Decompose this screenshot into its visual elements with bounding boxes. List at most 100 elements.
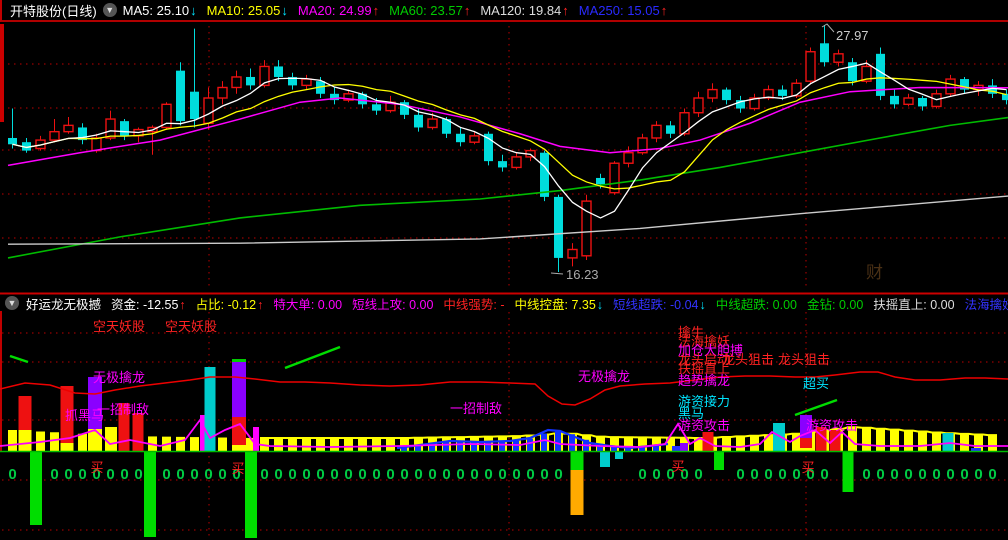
candle (190, 91, 199, 120)
zero-digit: 0 (932, 466, 940, 483)
zero-digit: 0 (988, 466, 996, 483)
indicator-bar (60, 386, 74, 443)
zero-digit: 0 (260, 466, 268, 483)
zero-digit: 0 (344, 466, 352, 483)
indicator-bar (30, 452, 42, 525)
indicator-item: 短线超跌: -0.04 ↓ (613, 297, 706, 312)
signal-label: 龙头启动 (678, 352, 730, 367)
magenta-signal-line (0, 418, 1008, 448)
candle (511, 156, 522, 169)
indicator-bar (118, 403, 130, 451)
signal-label: 龙头狙击 (778, 352, 830, 367)
candle (161, 103, 172, 129)
candle (231, 76, 242, 89)
buy-signal-marks: 买买买买 (90, 459, 814, 476)
zero-digit: 0 (64, 466, 72, 483)
indicator-bar (105, 427, 117, 451)
zero-digit: 0 (106, 466, 114, 483)
chevron-down-icon[interactable]: ▼ (102, 3, 117, 17)
candlestick-layer (8, 25, 1008, 272)
indicator-item: MA5: 25.10 ↓ (122, 2, 197, 18)
candle (707, 88, 718, 99)
zero-digit: 0 (806, 466, 814, 483)
zero-digit: 0 (540, 466, 548, 483)
indicator-bar (570, 452, 584, 470)
indicator-bar (800, 448, 812, 451)
indicator-bar (204, 367, 216, 451)
indicator-item: 特大单: 0.00 (273, 297, 343, 312)
candle (805, 51, 816, 82)
candle (581, 200, 592, 257)
indicator-bar (680, 443, 688, 451)
candle (498, 161, 507, 168)
zero-digit: 0 (78, 466, 86, 483)
candle (400, 102, 409, 115)
indicator-bar (672, 446, 680, 451)
signal-label: 无极擒龙 (93, 370, 145, 385)
indicator-item: MA60: 23.57 ↑ (389, 2, 471, 18)
zero-digit: 0 (820, 466, 828, 483)
zero-digit: 0 (666, 466, 674, 483)
chevron-down-icon[interactable]: ▼ (5, 296, 19, 310)
candle (330, 93, 339, 101)
zero-digit: 0 (764, 466, 772, 483)
zero-digit: 0 (428, 466, 436, 483)
signal-label: 擒牛 (678, 325, 704, 340)
indicator-bar (18, 430, 32, 451)
signal-label: 一招制敌 (450, 401, 502, 416)
candle (651, 124, 662, 139)
zero-digit: 0 (50, 466, 58, 483)
candle (301, 78, 312, 87)
signal-label: 游资攻击 (806, 418, 858, 433)
indicator-bar (615, 452, 623, 459)
indicator-item: 中线强势: - (443, 297, 505, 312)
blue-volume-line (396, 428, 669, 452)
zero-digit: 0 (778, 466, 786, 483)
candle (91, 137, 102, 152)
zero-digit: 0 (792, 466, 800, 483)
candle (217, 86, 228, 99)
candle (246, 76, 255, 86)
zero-digit: 0 (554, 466, 562, 483)
indicator-header: ▼ 好运龙无极撼 资金: -12.55 ↑ 占比: -0.12 ↑ 特大单: 0.00 短… (0, 295, 1008, 311)
buy-mark: 买 (90, 460, 103, 475)
ma-lines (7, 62, 1008, 259)
zero-digit: 0 (400, 466, 408, 483)
signal-label: 扶摇直上 (678, 361, 730, 376)
zero-digit: 0 (484, 466, 492, 483)
indicator-bar (600, 452, 610, 467)
candle (903, 97, 914, 106)
signal-label: 游资攻击 (678, 418, 730, 433)
indicator-bar (253, 427, 259, 451)
indicator-item: MA10: 25.05 ↓ (206, 2, 288, 18)
signal-label: 龙头狙击 (722, 352, 774, 367)
signal-label: 法海擒妖 (678, 334, 730, 349)
zero-digit: 0 (960, 466, 968, 483)
candle (343, 93, 354, 101)
signal-label: 加仓大胆搏 (678, 343, 743, 358)
zero-digit: 0 (190, 466, 198, 483)
zero-digit: 0 (904, 466, 912, 483)
indicator-bar (232, 445, 246, 451)
candle (609, 162, 620, 194)
buy-mark: 买 (671, 459, 684, 474)
indicator-item: MA120: 19.84 ↑ (480, 2, 569, 18)
zero-digit: 0 (176, 466, 184, 483)
zero-digit: 0 (232, 466, 240, 483)
candle (988, 85, 997, 94)
signal-label: 空天妖股 (165, 319, 217, 334)
candle (456, 133, 465, 143)
indicator-bar (18, 396, 32, 430)
candle (848, 62, 857, 82)
indicator-item: 扶摇直上: 0.00 (873, 297, 955, 312)
zero-digit: 0 (8, 466, 16, 483)
candle (679, 112, 690, 135)
ma-values: MA5: 25.10 ↓ MA10: 25.05 ↓ MA20: 24.99 ↑ MA60:… (123, 3, 668, 18)
indicator-bar (144, 452, 156, 537)
indicator-item: 资金: -12.55 ↑ (111, 297, 186, 312)
indicator-bar (60, 443, 74, 451)
zero-digit: 0 (330, 466, 338, 483)
candle (414, 114, 423, 128)
zero-digit: 0 (680, 466, 688, 483)
